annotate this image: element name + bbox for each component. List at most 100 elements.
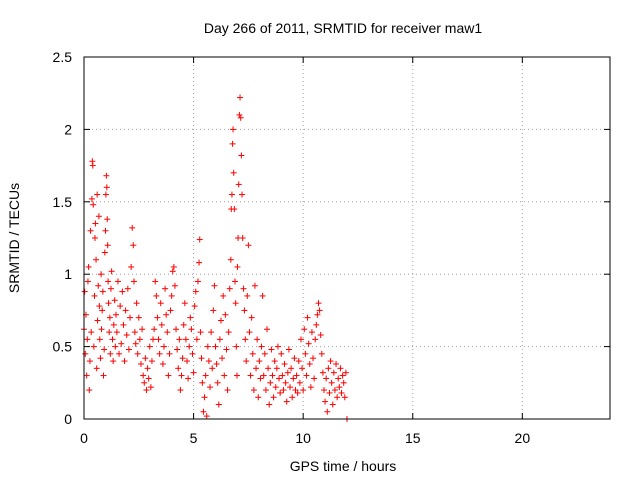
data-point bbox=[335, 375, 342, 382]
data-point bbox=[90, 343, 97, 350]
data-point bbox=[170, 263, 177, 270]
data-point bbox=[155, 336, 162, 343]
data-point bbox=[175, 365, 182, 372]
data-point bbox=[118, 340, 125, 347]
data-point bbox=[221, 372, 228, 379]
data-point bbox=[272, 384, 279, 391]
data-point bbox=[277, 389, 284, 396]
data-point bbox=[194, 278, 201, 285]
data-point bbox=[262, 387, 269, 394]
data-point bbox=[98, 271, 105, 278]
data-point bbox=[116, 350, 123, 357]
data-point bbox=[164, 329, 171, 336]
data-point bbox=[251, 282, 258, 289]
data-point bbox=[168, 292, 175, 299]
data-point bbox=[273, 365, 280, 372]
data-point bbox=[223, 346, 230, 353]
data-point bbox=[85, 263, 92, 270]
data-point bbox=[107, 350, 114, 357]
data-point bbox=[124, 285, 131, 292]
data-point bbox=[166, 350, 173, 357]
data-point bbox=[187, 314, 194, 321]
data-point bbox=[120, 321, 127, 328]
data-point bbox=[310, 355, 317, 362]
data-point bbox=[107, 285, 114, 292]
data-point bbox=[209, 365, 216, 372]
data-point bbox=[259, 292, 266, 299]
data-point bbox=[143, 387, 150, 394]
data-point bbox=[105, 300, 112, 307]
data-point bbox=[295, 358, 302, 365]
data-point bbox=[233, 372, 240, 379]
y-tick-label: 2.5 bbox=[53, 49, 73, 65]
data-point bbox=[297, 336, 304, 343]
data-point bbox=[233, 343, 240, 350]
data-point bbox=[257, 375, 264, 382]
data-point bbox=[327, 358, 334, 365]
data-point bbox=[106, 314, 113, 321]
data-point bbox=[239, 235, 246, 241]
data-point bbox=[99, 307, 106, 314]
data-point bbox=[82, 350, 89, 357]
data-point bbox=[81, 288, 88, 295]
data-point bbox=[287, 384, 294, 391]
data-point bbox=[250, 387, 257, 394]
data-point bbox=[270, 394, 277, 401]
data-point bbox=[192, 288, 199, 295]
data-point bbox=[89, 162, 96, 169]
data-point bbox=[102, 227, 109, 234]
data-point bbox=[87, 227, 94, 234]
data-point bbox=[196, 236, 203, 243]
data-point bbox=[227, 256, 234, 263]
data-point bbox=[305, 340, 312, 347]
data-point bbox=[319, 369, 326, 376]
data-point bbox=[152, 278, 159, 285]
data-point bbox=[119, 288, 126, 295]
data-point bbox=[329, 401, 336, 408]
data-point bbox=[256, 358, 263, 365]
data-point bbox=[340, 379, 347, 386]
plot-frame bbox=[83, 56, 611, 420]
data-point bbox=[300, 387, 307, 394]
data-point bbox=[247, 372, 254, 379]
data-point bbox=[122, 307, 129, 314]
data-point bbox=[165, 372, 172, 379]
data-point bbox=[260, 372, 267, 379]
data-point bbox=[95, 282, 102, 289]
data-point bbox=[198, 355, 205, 362]
data-point bbox=[322, 398, 329, 405]
data-point bbox=[204, 343, 211, 350]
data-point bbox=[316, 307, 323, 314]
data-point bbox=[93, 365, 100, 372]
data-point bbox=[146, 343, 153, 350]
data-point bbox=[330, 369, 337, 376]
data-point bbox=[232, 278, 239, 285]
data-point bbox=[216, 336, 223, 343]
data-point bbox=[244, 292, 251, 299]
data-point bbox=[135, 314, 142, 321]
data-point bbox=[160, 343, 167, 350]
data-point bbox=[95, 213, 102, 220]
data-point bbox=[222, 311, 229, 318]
chart-title: Day 266 of 2011, SRMTID for receiver maw… bbox=[204, 20, 483, 36]
data-point bbox=[177, 387, 184, 394]
data-point bbox=[103, 184, 110, 191]
data-point bbox=[337, 365, 344, 372]
data-point bbox=[140, 372, 147, 379]
data-point bbox=[113, 329, 120, 336]
data-point bbox=[268, 346, 275, 353]
axis-ticks bbox=[83, 56, 610, 420]
data-point bbox=[237, 94, 244, 101]
data-point bbox=[303, 372, 310, 379]
data-point bbox=[184, 358, 191, 365]
data-point bbox=[145, 375, 152, 382]
data-point bbox=[174, 346, 181, 353]
data-point bbox=[169, 268, 176, 275]
data-point bbox=[242, 336, 249, 343]
data-point bbox=[253, 365, 260, 372]
data-point bbox=[104, 242, 111, 249]
y-tick-label: 1.5 bbox=[53, 194, 73, 210]
data-point bbox=[212, 343, 219, 350]
